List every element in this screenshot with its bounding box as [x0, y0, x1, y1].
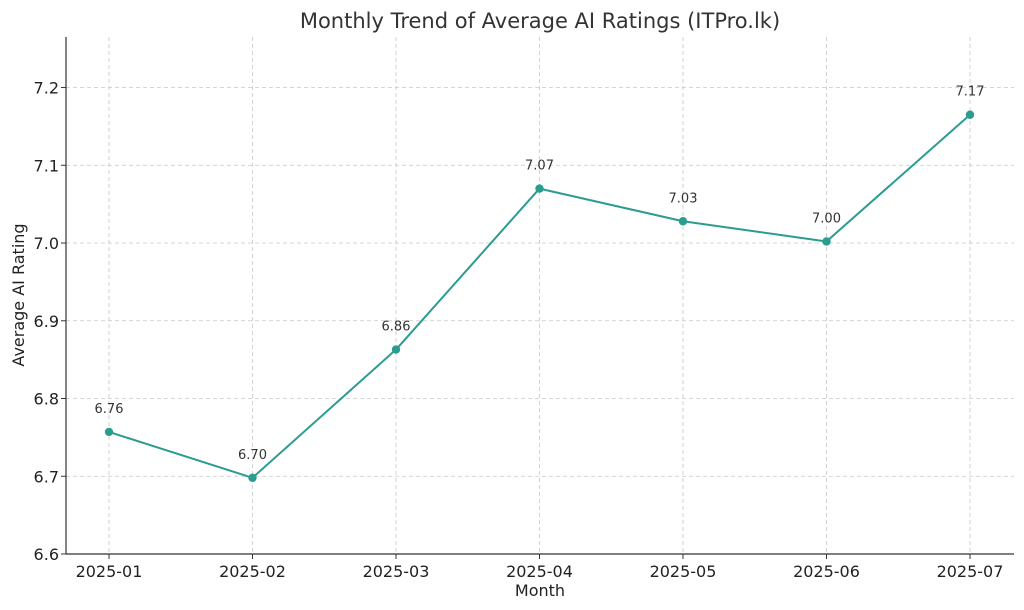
data-point	[678, 217, 688, 226]
ticks: 6.6 6.7 6.8 6.9 7.0 7.1 7.2 2025-01 2025-02 2025-…	[34, 79, 1004, 581]
data-label: 6.86	[382, 320, 411, 335]
data-point	[965, 110, 975, 119]
x-tick-label: 2025-07	[937, 562, 1004, 581]
series	[104, 110, 975, 483]
x-tick-label: 2025-03	[363, 562, 430, 581]
data-label: 7.07	[525, 159, 554, 174]
y-tick-label: 6.7	[34, 467, 59, 486]
data-labels: 6.76 6.70 6.86 7.07 7.03 7.00 7.17	[95, 85, 985, 463]
y-tick-label: 7.0	[34, 234, 59, 253]
data-label: 6.76	[95, 402, 124, 417]
x-axis-label: Month	[515, 581, 565, 600]
chart-title: Monthly Trend of Average AI Ratings (ITP…	[300, 9, 780, 33]
y-axis-label: Average AI Rating	[9, 223, 28, 366]
data-point	[822, 237, 831, 246]
x-tick-label: 2025-04	[506, 562, 573, 581]
grid	[66, 37, 1014, 555]
data-point	[391, 345, 401, 354]
data-point	[104, 427, 114, 437]
y-tick-label: 6.6	[34, 545, 59, 564]
data-point	[535, 184, 544, 193]
x-tick-label: 2025-01	[76, 562, 143, 581]
y-tick-label: 6.9	[34, 312, 59, 331]
data-label: 7.03	[669, 191, 698, 206]
data-label: 7.17	[956, 85, 985, 100]
x-tick-label: 2025-06	[793, 562, 860, 581]
data-label: 7.00	[812, 211, 841, 226]
data-label: 6.70	[238, 448, 267, 463]
y-tick-label: 6.8	[34, 390, 59, 409]
y-tick-label: 7.1	[34, 156, 59, 175]
x-tick-label: 2025-02	[219, 562, 286, 581]
x-tick-label: 2025-05	[650, 562, 717, 581]
y-tick-label: 7.2	[34, 79, 59, 98]
data-point	[248, 473, 257, 483]
